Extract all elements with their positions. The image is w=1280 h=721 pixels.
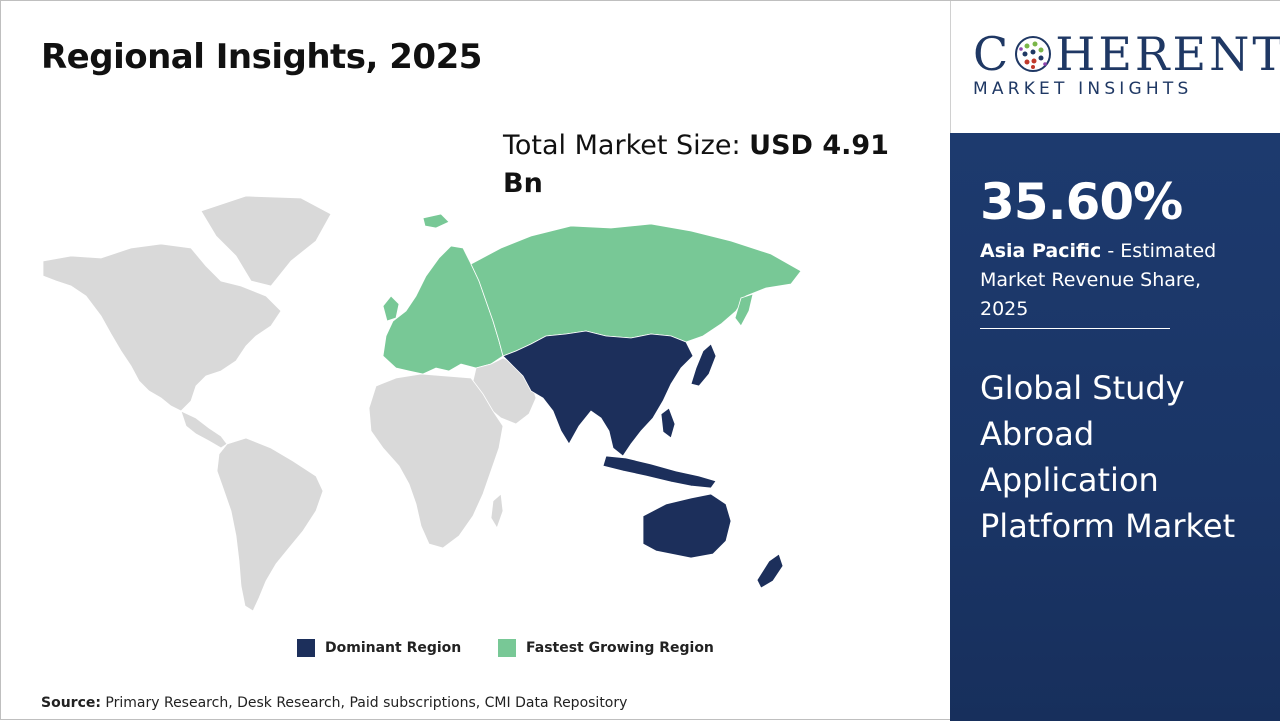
legend-fastest-label: Fastest Growing Region: [526, 640, 714, 656]
page-title: Regional Insights, 2025: [41, 37, 482, 77]
market-size-label: Total Market Size:: [503, 130, 741, 161]
world-map: [42, 195, 802, 612]
source-note: Source: Primary Research, Desk Research,…: [41, 695, 627, 711]
share-description: Asia Pacific - Estimated Market Revenue …: [980, 237, 1240, 324]
divider: [980, 328, 1170, 329]
legend-dominant-label: Dominant Region: [325, 640, 462, 656]
market-size: Total Market Size: USD 4.91 Bn: [503, 127, 903, 203]
logo-subtitle: MARKET INSIGHTS: [973, 79, 1193, 99]
logo-wordmark: C HERENT: [973, 29, 1280, 79]
highlight-panel: 35.60% Asia Pacific - Estimated Market R…: [950, 133, 1280, 721]
source-text: Primary Research, Desk Research, Paid su…: [105, 695, 628, 711]
logo: C HERENT MARKET INSIGHTS: [950, 1, 1280, 133]
map-region-uk: [382, 295, 400, 322]
right-panel: C HERENT MARKET INSIGHTS 35.60% Asia Pac…: [950, 1, 1280, 721]
legend-fastest-swatch: [498, 639, 516, 657]
map-region-indonesia: [602, 455, 717, 489]
map-region-australia: [642, 493, 732, 559]
map-region-africa: [368, 373, 504, 549]
map-region-central-america: [180, 410, 228, 449]
legend-dominant-swatch: [297, 639, 315, 657]
map-region-iceland: [422, 213, 450, 229]
map-region-greenland: [200, 195, 332, 287]
legend-fastest: Fastest Growing Region: [498, 639, 714, 657]
share-region: Asia Pacific: [980, 240, 1102, 262]
map-region-philippines: [660, 407, 676, 439]
market-name: Global Study Abroad Application Platform…: [980, 369, 1236, 545]
logo-word-end: HERENT: [1055, 27, 1280, 81]
map-region-new-zealand: [756, 553, 784, 589]
map-region-asia-pacific: [502, 330, 694, 457]
map-region-kamchatka: [734, 293, 754, 327]
source-label: Source:: [41, 695, 101, 711]
map-region-japan: [690, 343, 717, 387]
map-region-madagascar: [490, 493, 504, 529]
left-panel: Regional Insights, 2025 Total Market Siz…: [1, 1, 950, 719]
share-value: 35.60%: [980, 173, 1183, 231]
map-region-north-america: [42, 243, 282, 412]
logo-word-start: C: [973, 27, 1012, 81]
globe-icon: [1015, 36, 1052, 72]
share-description-text: - Estimated Market Revenue Share, 2025: [980, 240, 1217, 320]
map-region-russia: [470, 223, 802, 357]
map-region-latin-america: [216, 437, 324, 612]
legend-dominant: Dominant Region: [297, 639, 461, 657]
market-size-value: USD 4.91 Bn: [503, 130, 889, 199]
